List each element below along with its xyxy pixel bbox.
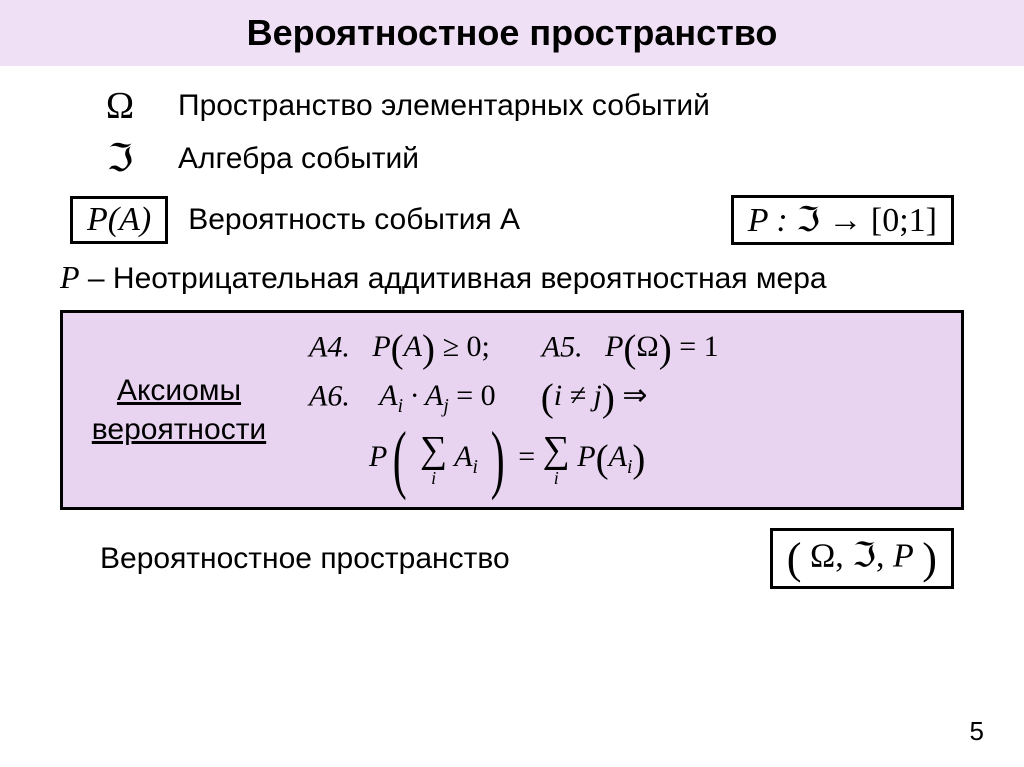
- ax6-label: A6.: [309, 379, 350, 412]
- triple-omega: Ω: [810, 538, 835, 575]
- triple-p: P: [893, 538, 914, 575]
- measure-p: P: [60, 259, 80, 295]
- triple-open: (: [787, 534, 802, 583]
- ax4-label: A4.: [309, 330, 350, 363]
- sum-right: ∑ i: [543, 431, 570, 487]
- axiom-4-5: A4. P(A) ≥ 0; A5. P(Ω) = 1: [309, 327, 945, 372]
- ax7-lhs-p: P: [369, 440, 387, 473]
- ax6-body: Ai · Aj = 0: [379, 379, 495, 412]
- measure-line: P – Неотрицательная аддитивная вероятнос…: [60, 259, 984, 296]
- ax7-rhs: P(Ai): [577, 440, 645, 473]
- prob-space-label: Вероятностное пространство: [100, 542, 510, 576]
- slide-content: Ω Пространство элементарных событий ℑ Ал…: [0, 66, 1024, 589]
- omega-description: Пространство элементарных событий: [178, 89, 710, 123]
- prob-map-algebra: ℑ: [796, 202, 820, 239]
- ax5-body: P(Ω) = 1: [605, 330, 719, 363]
- prob-map-arrow: →: [820, 202, 871, 239]
- algebra-row: ℑ Алгебра событий: [40, 136, 984, 181]
- prob-map-box: P : ℑ → [0;1]: [731, 195, 954, 245]
- algebra-symbol: ℑ: [80, 136, 160, 181]
- prob-a-text: P(A): [87, 201, 151, 238]
- prob-description: Вероятность события А: [188, 203, 520, 237]
- triple-box: ( Ω, ℑ, P ): [770, 528, 954, 589]
- prob-a-box: P(A): [70, 196, 168, 244]
- axioms-label-line2: вероятности: [92, 413, 266, 446]
- triple-algebra: ℑ: [852, 538, 876, 575]
- triple-sep1: ,: [835, 538, 852, 575]
- slide-title: Вероятностное пространство: [0, 0, 1024, 66]
- prob-map-prefix: P :: [748, 202, 796, 239]
- sum-left: ∑ i: [420, 431, 447, 487]
- ax5-label: A5.: [542, 330, 583, 363]
- axiom-7: P( ∑ i Ai ) = ∑ i P(Ai): [369, 425, 945, 493]
- triple-close: ): [922, 534, 937, 583]
- probability-row: P(A) Вероятность события А P : ℑ → [0;1]: [70, 195, 984, 245]
- omega-row: Ω Пространство элементарных событий: [40, 84, 984, 128]
- axioms-label: Аксиомы вероятности: [79, 371, 279, 449]
- measure-text: – Неотрицательная аддитивная вероятностн…: [80, 262, 827, 295]
- bottom-row: Вероятностное пространство ( Ω, ℑ, P ): [100, 528, 954, 589]
- ax6-cond: (i ≠ j) ⇒: [541, 379, 648, 412]
- triple-sep2: ,: [876, 538, 893, 575]
- axiom-6: A6. Ai · Aj = 0 (i ≠ j) ⇒: [309, 376, 945, 421]
- axioms-box: Аксиомы вероятности A4. P(A) ≥ 0; A5. P(…: [60, 310, 964, 510]
- axioms-label-line1: Аксиомы: [117, 374, 241, 407]
- ax7-eq: =: [518, 440, 542, 473]
- omega-symbol: Ω: [80, 84, 160, 128]
- ax4-body: P(A) ≥ 0;: [372, 330, 489, 363]
- page-number: 5: [970, 716, 984, 747]
- prob-map-interval: [0;1]: [871, 202, 937, 239]
- axioms-math: A4. P(A) ≥ 0; A5. P(Ω) = 1 A6. Ai · Aj =…: [279, 323, 945, 497]
- ax7-sum-var: Ai: [454, 440, 478, 473]
- algebra-description: Алгебра событий: [178, 142, 419, 176]
